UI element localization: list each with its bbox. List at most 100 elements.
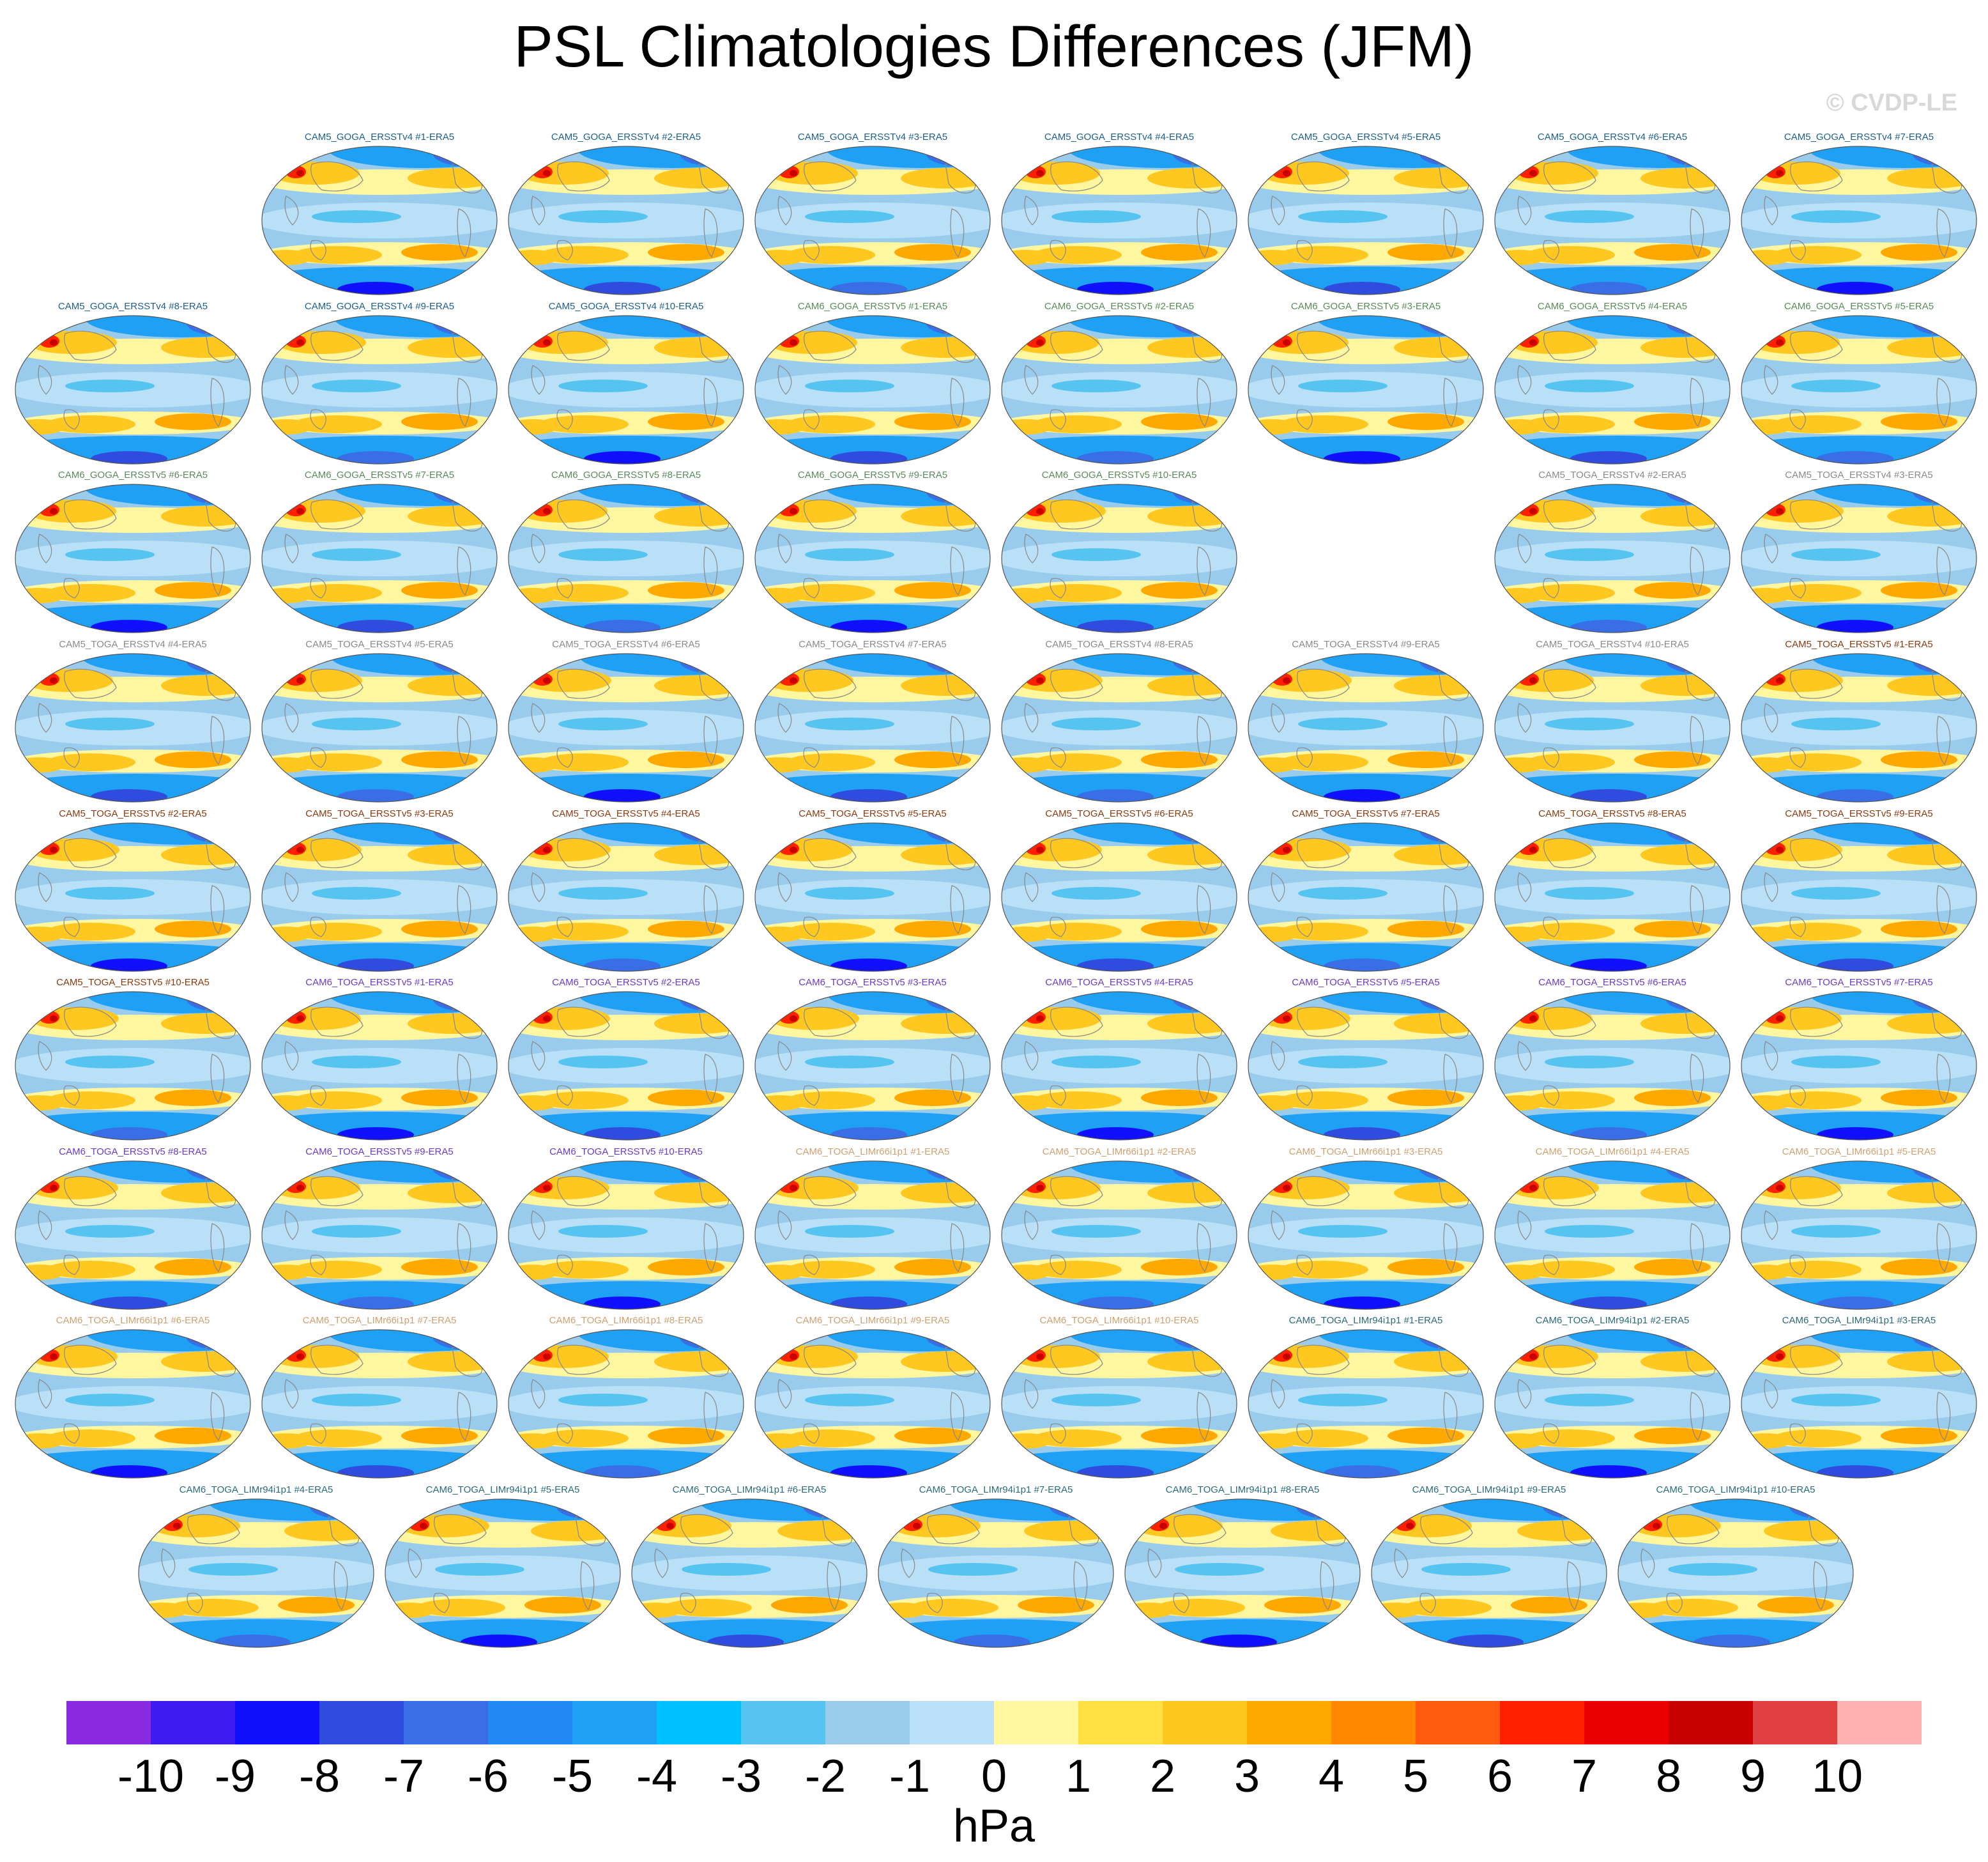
map-panel-title: CAM5_GOGA_ERSSTv4 #9-ERA5 [304,301,455,312]
map-panel: CAM6_GOGA_ERSSTv5 #9-ERA5 [751,469,994,636]
map-panel-title: CAM5_GOGA_ERSSTv4 #2-ERA5 [551,132,701,142]
colorbar-swatch [404,1701,489,1744]
map-panel-title: CAM5_TOGA_ERSSTv4 #7-ERA5 [799,639,947,650]
map-panel-title: CAM6_TOGA_ERSSTv5 #4-ERA5 [1045,977,1193,988]
colorbar-swatch [488,1701,573,1744]
psl-difference-map [1494,1329,1731,1479]
map-panel-title: CAM5_GOGA_ERSSTv4 #6-ERA5 [1537,132,1688,142]
psl-difference-map [15,653,251,803]
map-panel: CAM6_TOGA_LIMr94i1p1 #3-ERA5 [1738,1314,1980,1482]
map-panel-title: CAM6_TOGA_LIMr66i1p1 #10-ERA5 [1039,1315,1199,1326]
psl-difference-map [1248,315,1484,465]
psl-difference-map [261,822,498,972]
psl-difference-map [261,315,498,465]
psl-difference-map [261,484,498,633]
psl-difference-map [754,1160,991,1310]
map-panel: CAM6_TOGA_LIMr66i1p1 #10-ERA5 [998,1314,1241,1482]
map-panel: CAM6_TOGA_ERSSTv5 #7-ERA5 [1738,976,1980,1144]
colorbar-swatch [66,1701,151,1744]
psl-difference-map [261,1160,498,1310]
psl-difference-map [754,822,991,972]
colorbar-units-label: hPa [952,1801,1036,1852]
map-panel: CAM5_TOGA_ERSSTv4 #3-ERA5 [1738,469,1980,636]
colorbar-tick-label: 9 [1740,1751,1766,1802]
map-panel-title: CAM5_GOGA_ERSSTv4 #5-ERA5 [1290,132,1441,142]
colorbar-swatch [1416,1701,1501,1744]
colorbar-tick-label: -9 [214,1751,256,1802]
map-panel-title: CAM5_TOGA_ERSSTv4 #3-ERA5 [1785,470,1933,481]
map-panel: CAM6_TOGA_ERSSTv5 #1-ERA5 [258,976,501,1144]
map-panel: CAM6_TOGA_LIMr66i1p1 #9-ERA5 [751,1314,994,1482]
map-panel: CAM6_TOGA_ERSSTv5 #10-ERA5 [505,1146,747,1313]
colorbar-swatch [1500,1701,1585,1744]
colorbar-swatch [1247,1701,1332,1744]
psl-difference-map [15,822,251,972]
map-panel-title: CAM6_TOGA_LIMr66i1p1 #2-ERA5 [1042,1146,1197,1157]
map-panel-title: CAM6_TOGA_LIMr94i1p1 #3-ERA5 [1782,1315,1936,1326]
map-panel: CAM6_TOGA_ERSSTv5 #3-ERA5 [751,976,994,1144]
colorbar-swatch [1078,1701,1163,1744]
map-panel-title: CAM5_TOGA_ERSSTv5 #6-ERA5 [1045,808,1193,819]
map-panel: CAM5_GOGA_ERSSTv4 #8-ERA5 [11,300,254,468]
map-panel: CAM5_GOGA_ERSSTv4 #6-ERA5 [1491,131,1734,298]
map-panel-title: CAM5_TOGA_ERSSTv4 #6-ERA5 [552,639,700,650]
psl-difference-map [15,484,251,633]
map-panel-title: CAM6_GOGA_ERSSTv5 #8-ERA5 [551,470,701,481]
psl-difference-map [261,146,498,295]
map-panel-title: CAM6_TOGA_ERSSTv5 #7-ERA5 [1785,977,1933,988]
map-panel: CAM5_TOGA_ERSSTv5 #4-ERA5 [505,808,747,975]
map-panel: CAM6_TOGA_LIMr66i1p1 #5-ERA5 [1738,1146,1980,1313]
psl-difference-map [1124,1498,1361,1648]
colorbar-tick-label: 6 [1487,1751,1513,1802]
psl-difference-map [1494,991,1731,1141]
map-panel: CAM6_TOGA_LIMr66i1p1 #8-ERA5 [505,1314,747,1482]
map-panel-title: CAM5_TOGA_ERSSTv4 #9-ERA5 [1292,639,1440,650]
map-panel: CAM6_GOGA_ERSSTv5 #6-ERA5 [11,469,254,636]
map-panel: CAM5_TOGA_ERSSTv5 #1-ERA5 [1738,638,1980,806]
map-panel-title: CAM6_GOGA_ERSSTv5 #6-ERA5 [57,470,208,481]
map-panel-title: CAM6_TOGA_ERSSTv5 #8-ERA5 [59,1146,207,1157]
psl-difference-map [1741,484,1977,633]
map-panel-title: CAM6_GOGA_ERSSTv5 #9-ERA5 [797,470,948,481]
psl-difference-map [754,1329,991,1479]
map-panel-title: CAM6_GOGA_ERSSTv5 #4-ERA5 [1537,301,1688,312]
colorbar-tick-label: -8 [298,1751,340,1802]
map-panel: CAM5_TOGA_ERSSTv5 #2-ERA5 [11,808,254,975]
map-panel: CAM6_TOGA_LIMr94i1p1 #10-ERA5 [1614,1484,1857,1651]
map-panel: CAM5_TOGA_ERSSTv5 #7-ERA5 [1244,808,1487,975]
psl-difference-map [508,822,744,972]
psl-difference-map [1741,146,1977,295]
psl-difference-map [15,315,251,465]
colorbar-swatch [1331,1701,1416,1744]
colorbar-tick-label: 8 [1655,1751,1682,1802]
psl-difference-map [15,1329,251,1479]
psl-difference-map [1741,653,1977,803]
map-panel-title: CAM6_GOGA_ERSSTv5 #5-ERA5 [1784,301,1934,312]
psl-difference-map [138,1498,374,1648]
map-panel-title: CAM5_TOGA_ERSSTv4 #4-ERA5 [59,639,207,650]
map-panel-title: CAM6_TOGA_LIMr94i1p1 #4-ERA5 [179,1484,333,1495]
map-panel-title: CAM5_TOGA_ERSSTv5 #8-ERA5 [1538,808,1686,819]
map-panel: CAM6_TOGA_LIMr94i1p1 #4-ERA5 [135,1484,378,1651]
map-panel-title: CAM6_TOGA_ERSSTv5 #5-ERA5 [1292,977,1440,988]
colorbar-tick-label: -10 [117,1751,185,1802]
map-panel-title: CAM5_TOGA_ERSSTv5 #7-ERA5 [1292,808,1440,819]
psl-difference-map [508,146,744,295]
psl-difference-map [261,1329,498,1479]
map-panel-title: CAM5_TOGA_ERSSTv4 #8-ERA5 [1045,639,1193,650]
colorbar-tick-label: -2 [804,1751,846,1802]
map-panel: CAM6_GOGA_ERSSTv5 #3-ERA5 [1244,300,1487,468]
map-panel-title: CAM6_TOGA_LIMr66i1p1 #5-ERA5 [1782,1146,1936,1157]
psl-difference-map [1494,653,1731,803]
map-panel-title: CAM5_TOGA_ERSSTv5 #5-ERA5 [799,808,947,819]
map-panel: CAM5_TOGA_ERSSTv5 #9-ERA5 [1738,808,1980,975]
psl-difference-map [508,991,744,1141]
colorbar-tick-label: 0 [981,1751,1007,1802]
map-panel-title: CAM6_GOGA_ERSSTv5 #3-ERA5 [1290,301,1441,312]
map-panel-title: CAM6_TOGA_ERSSTv5 #3-ERA5 [799,977,947,988]
map-panel-title: CAM6_TOGA_LIMr94i1p1 #5-ERA5 [425,1484,580,1495]
colorbar-swatch [235,1701,320,1744]
map-panel-title: CAM5_TOGA_ERSSTv4 #2-ERA5 [1538,470,1686,481]
map-panel: CAM5_TOGA_ERSSTv5 #5-ERA5 [751,808,994,975]
colorbar-tick-label: -1 [889,1751,931,1802]
